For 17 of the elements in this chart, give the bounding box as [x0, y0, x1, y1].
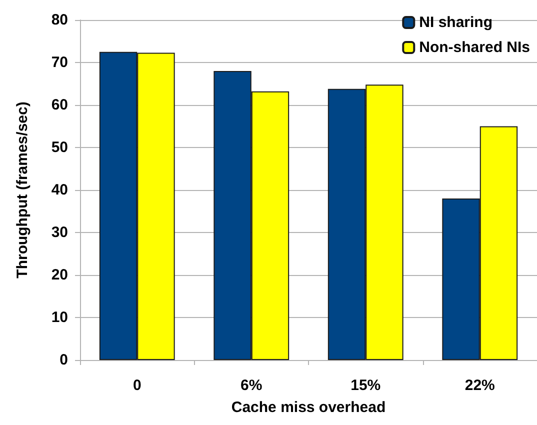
- x-axis-title: Cache miss overhead: [231, 399, 386, 416]
- x-tick-label: 15%: [350, 377, 381, 394]
- y-tick-label: 80: [51, 12, 68, 28]
- x-tick-label: 0: [132, 377, 142, 394]
- legend-label: Non-shared NIs: [419, 39, 530, 56]
- y-tick-label: 30: [51, 224, 68, 241]
- x-tick-label: 6%: [240, 377, 262, 394]
- legend-label: NI sharing: [419, 14, 493, 31]
- y-tick-label: 60: [51, 96, 68, 114]
- y-axis-title: Throughput (frames/sec): [14, 102, 31, 278]
- y-tick-label: 50: [51, 139, 68, 156]
- y-tick-label: 10: [51, 309, 68, 326]
- x-tick-label: 22%: [464, 377, 495, 394]
- y-tick-label: 20: [51, 266, 68, 284]
- y-tick-label: 40: [51, 182, 68, 198]
- y-tick-label: 70: [51, 54, 68, 71]
- y-tick-label: 0: [60, 352, 68, 368]
